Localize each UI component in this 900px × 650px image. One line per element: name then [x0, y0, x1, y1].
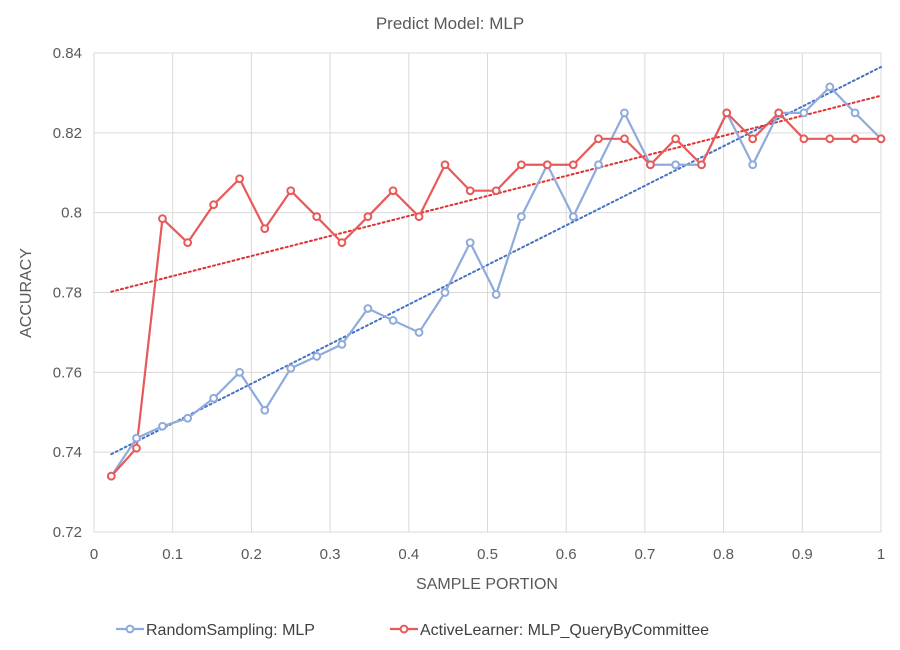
series-0-point-27 [799, 108, 809, 118]
series-1-point-10 [363, 212, 373, 222]
x-tick-label-10: 1 [877, 546, 885, 563]
series-0-point-2 [158, 421, 167, 431]
x-tick-label-1: 0.1 [162, 546, 183, 563]
series-1-point-3 [183, 238, 193, 248]
series-line-0 [110, 85, 882, 477]
series-0-point-19 [594, 160, 603, 170]
series-1-point-5 [235, 174, 244, 184]
series-0-point-9 [337, 339, 347, 349]
series-0-point-18 [568, 212, 578, 222]
legend-label-0: RandomSampling: MLP [146, 622, 315, 639]
series-0-point-8 [312, 351, 322, 361]
series-1-point-11 [388, 186, 398, 196]
y-tick-label-5: 0.82 [53, 125, 82, 142]
series-0-point-5 [235, 367, 244, 377]
series-0-point-14 [465, 238, 475, 248]
series-1-point-14 [465, 186, 475, 196]
series-1-point-28 [825, 134, 835, 144]
series-0-point-3 [183, 413, 193, 423]
x-tick-label-6: 0.6 [556, 546, 577, 563]
series-0-point-25 [748, 160, 758, 170]
x-tick-label-5: 0.5 [477, 546, 498, 563]
series-0-point-7 [286, 363, 296, 373]
series [106, 82, 886, 481]
series-1-point-25 [748, 134, 758, 144]
x-tick-label-7: 0.7 [634, 546, 655, 563]
trendline-0 [110, 65, 882, 456]
x-axis-title: SAMPLE PORTION [416, 576, 558, 593]
series-1-point-16 [516, 160, 526, 170]
series-0-point-6 [260, 405, 270, 415]
series-1-point-7 [286, 186, 296, 196]
series-1-point-6 [260, 224, 270, 234]
series-1-point-18 [568, 160, 578, 170]
series-0-point-20 [620, 108, 629, 118]
series-0-point-1 [132, 433, 141, 443]
y-tick-label-1: 0.74 [53, 444, 82, 461]
series-1-point-24 [722, 108, 732, 118]
series-1-point-17 [542, 160, 552, 170]
y-tick-label-0: 0.72 [53, 524, 82, 541]
series-1-point-29 [850, 134, 860, 144]
y-tick-label-3: 0.78 [53, 285, 82, 302]
series-1-point-26 [774, 108, 784, 118]
series-1-point-12 [414, 212, 424, 222]
series-1-point-0 [106, 471, 116, 481]
axes: 0.72 0.74 0.76 0.78 0.8 0.82 0.84 0 0.1 0.2 0.3 0.4… [53, 45, 885, 563]
series-1-point-30 [876, 134, 886, 144]
x-tick-label-9: 0.9 [792, 546, 813, 563]
legend-marker-0 [125, 624, 135, 634]
chart-title: Predict Model: MLP [376, 14, 524, 33]
x-tick-label-0: 0 [90, 546, 98, 563]
series-1-point-21 [646, 160, 655, 170]
series-1-point-9 [337, 238, 347, 248]
series-0-point-10 [363, 304, 373, 313]
x-tick-label-2: 0.2 [241, 546, 262, 563]
x-tick-label-3: 0.3 [320, 546, 341, 563]
x-tick-label-4: 0.4 [398, 546, 419, 563]
y-tick-label-6: 0.84 [53, 45, 82, 62]
legend-label-1: ActiveLearner: MLP_QueryByCommittee [420, 622, 709, 639]
series-0-point-12 [414, 328, 424, 337]
series-1-point-8 [312, 212, 322, 222]
y-axis-title: ACCURACY [18, 248, 35, 338]
series-1-point-2 [158, 214, 167, 224]
series-1-point-22 [671, 134, 680, 144]
series-0-point-16 [516, 212, 526, 222]
series-1-point-19 [594, 134, 603, 144]
series-0-point-28 [825, 82, 835, 92]
series-1-point-1 [132, 443, 141, 453]
legend: RandomSampling: MLP ActiveLearner: MLP_Qu… [116, 622, 709, 639]
series-1-point-27 [799, 134, 809, 144]
y-tick-label-2: 0.76 [53, 364, 82, 381]
grid [93, 52, 882, 533]
series-0-point-22 [671, 160, 680, 170]
series-1-point-13 [440, 160, 450, 170]
series-0-point-29 [850, 108, 860, 118]
series-0-point-4 [209, 393, 219, 403]
series-0-point-11 [388, 316, 398, 325]
series-0-point-13 [440, 288, 450, 297]
series-0-point-15 [491, 290, 501, 299]
series-1-point-4 [209, 200, 219, 210]
x-tick-label-8: 0.8 [713, 546, 734, 563]
series-1-point-23 [697, 160, 706, 170]
series-1-point-15 [491, 186, 501, 196]
series-1-point-20 [620, 134, 629, 144]
y-tick-label-4: 0.8 [61, 205, 82, 222]
legend-marker-1 [399, 624, 409, 634]
